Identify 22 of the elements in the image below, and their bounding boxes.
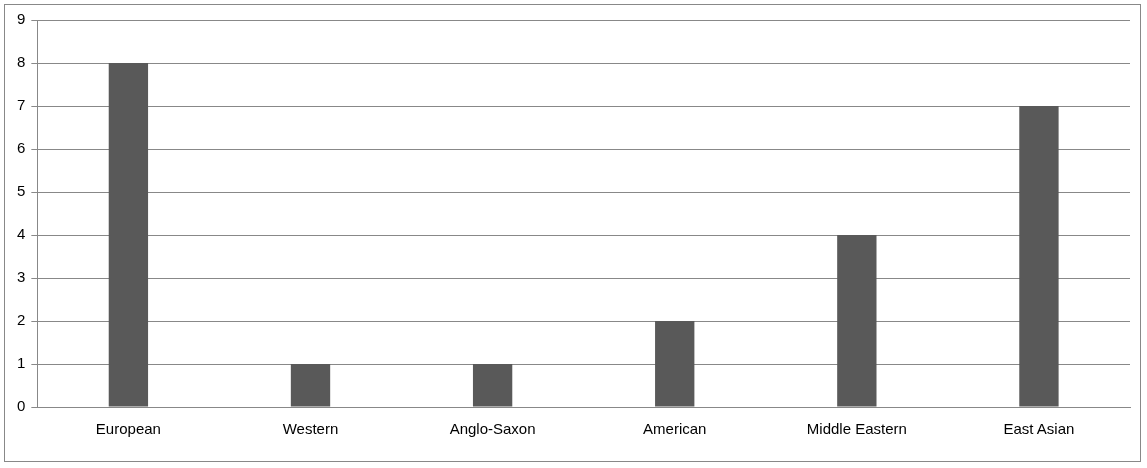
bar xyxy=(1019,106,1059,407)
x-tick-label: European xyxy=(95,420,161,438)
y-tick-label: 3 xyxy=(17,268,26,286)
y-tick-label: 5 xyxy=(17,182,26,200)
x-tick-label: Anglo-Saxon xyxy=(449,420,536,438)
y-tick-label: 2 xyxy=(17,311,26,329)
x-tick-label: Middle Eastern xyxy=(806,420,907,438)
bar xyxy=(108,63,149,407)
y-tick-label: 7 xyxy=(17,96,26,114)
bar xyxy=(837,235,877,407)
y-tick-label: 6 xyxy=(17,139,26,157)
y-tick-label: 4 xyxy=(17,225,26,243)
y-tick-label: 9 xyxy=(17,10,26,28)
y-tick-label: 8 xyxy=(17,53,26,71)
bar xyxy=(290,364,331,407)
bar xyxy=(472,364,513,407)
x-tick-label: American xyxy=(643,420,707,438)
y-tick-label: 0 xyxy=(17,397,26,415)
y-tick-label: 1 xyxy=(17,354,26,372)
x-tick-label: East Asian xyxy=(1003,420,1075,438)
x-tick-label: Western xyxy=(282,420,339,438)
bar xyxy=(655,321,695,407)
